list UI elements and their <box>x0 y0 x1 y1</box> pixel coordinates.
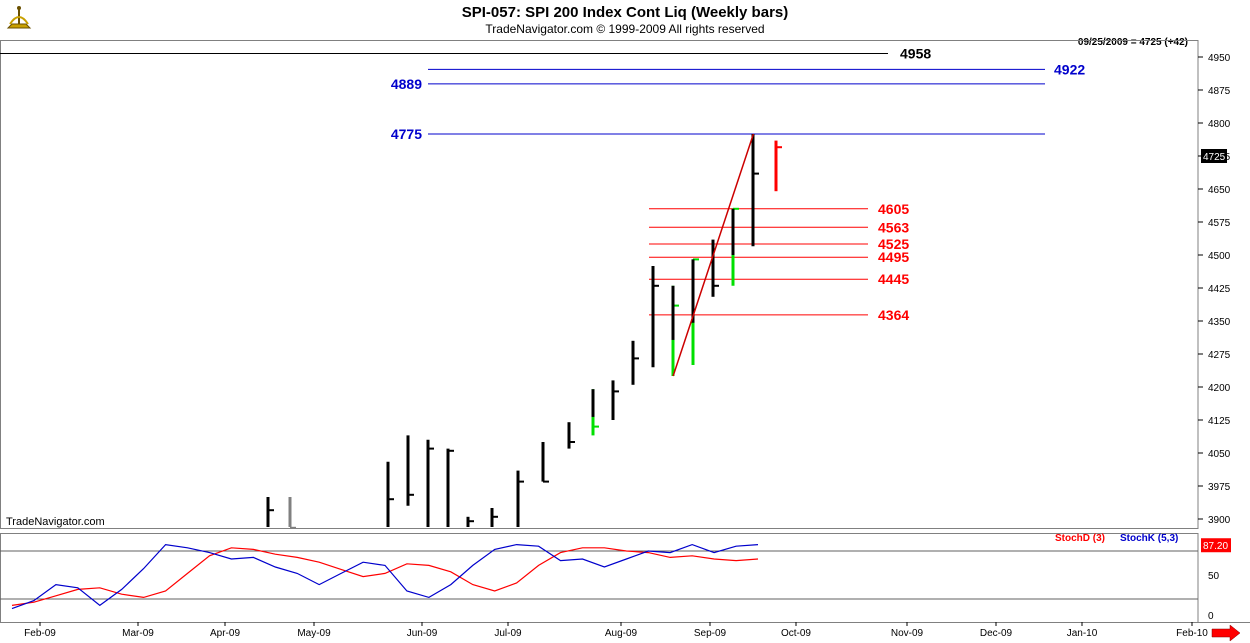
trend-line <box>672 133 755 377</box>
time-axis-label: Aug-09 <box>605 628 638 639</box>
level-label-4364: 4364 <box>878 307 909 323</box>
stoch-last-box <box>1201 538 1231 553</box>
watermark-text: TradeNavigator.com <box>6 516 105 528</box>
level-label-4775: 4775 <box>391 126 422 142</box>
stoch-axis-label: 50 <box>1208 571 1220 582</box>
price-axis-label: 4200 <box>1208 383 1231 394</box>
price-axis-label: 4500 <box>1208 251 1231 262</box>
time-axis-label: Oct-09 <box>781 628 811 639</box>
time-axis-label: Mar-09 <box>122 628 154 639</box>
time-axis-label: Sep-09 <box>694 628 727 639</box>
time-axis-label: Jan-10 <box>1067 628 1098 639</box>
time-axis-label: Feb-10 <box>1176 628 1208 639</box>
price-axis-label: 3975 <box>1208 482 1231 493</box>
stoch-axis-label: 0 <box>1208 611 1214 622</box>
price-axis-label: 4275 <box>1208 350 1231 361</box>
level-label-4958: 4958 <box>900 45 931 61</box>
price-axis-label: 4875 <box>1208 86 1231 97</box>
level-label-4922: 4922 <box>1054 61 1085 77</box>
time-axis-label: Jul-09 <box>494 628 522 639</box>
scroll-right-arrow-icon[interactable] <box>1211 624 1241 642</box>
date-value-stamp: 09/25/2009 = 4725 (+42) <box>1077 37 1188 48</box>
price-panel-border <box>0 40 1199 529</box>
last-price-box <box>1201 149 1227 163</box>
stoch-legend-d: StochD (3) <box>1055 533 1105 544</box>
stoch-last-label: 87.20 <box>1203 541 1228 552</box>
level-label-4563: 4563 <box>878 219 909 235</box>
price-axis-label: 3900 <box>1208 515 1231 526</box>
price-axis-label: 4425 <box>1208 284 1231 295</box>
level-label-4495: 4495 <box>878 249 909 265</box>
level-label-4445: 4445 <box>878 271 909 287</box>
price-axis-label: 4650 <box>1208 185 1231 196</box>
stoch-series-d <box>11 547 759 606</box>
price-axis-label: 4050 <box>1208 449 1231 460</box>
price-axis-label: 4800 <box>1208 119 1231 130</box>
sextant-icon[interactable] <box>4 4 34 32</box>
price-axis-label: 4125 <box>1208 416 1231 427</box>
time-axis-label: Jun-09 <box>407 628 438 639</box>
time-axis-label: May-09 <box>297 628 331 639</box>
copyright-text: TradeNavigator.com © 1999-2009 All right… <box>485 22 765 36</box>
time-axis-label: Nov-09 <box>891 628 924 639</box>
level-label-4889: 4889 <box>391 76 422 92</box>
time-axis-label: Dec-09 <box>980 628 1013 639</box>
level-label-4525: 4525 <box>878 236 909 252</box>
chart-title: SPI-057: SPI 200 Index Cont Liq (Weekly … <box>461 4 789 21</box>
price-axis-label: 4950 <box>1208 53 1231 64</box>
stoch-series-k <box>11 543 759 610</box>
stoch-legend-k: StochK (5,3) <box>1120 533 1178 544</box>
time-axis-label: Apr-09 <box>210 628 240 639</box>
last-price-label: 4725 <box>1203 152 1226 163</box>
time-axis-label: Feb-09 <box>24 628 56 639</box>
price-axis-label: 4575 <box>1208 218 1231 229</box>
level-label-4605: 4605 <box>878 201 909 217</box>
price-axis-label: 4350 <box>1208 317 1231 328</box>
